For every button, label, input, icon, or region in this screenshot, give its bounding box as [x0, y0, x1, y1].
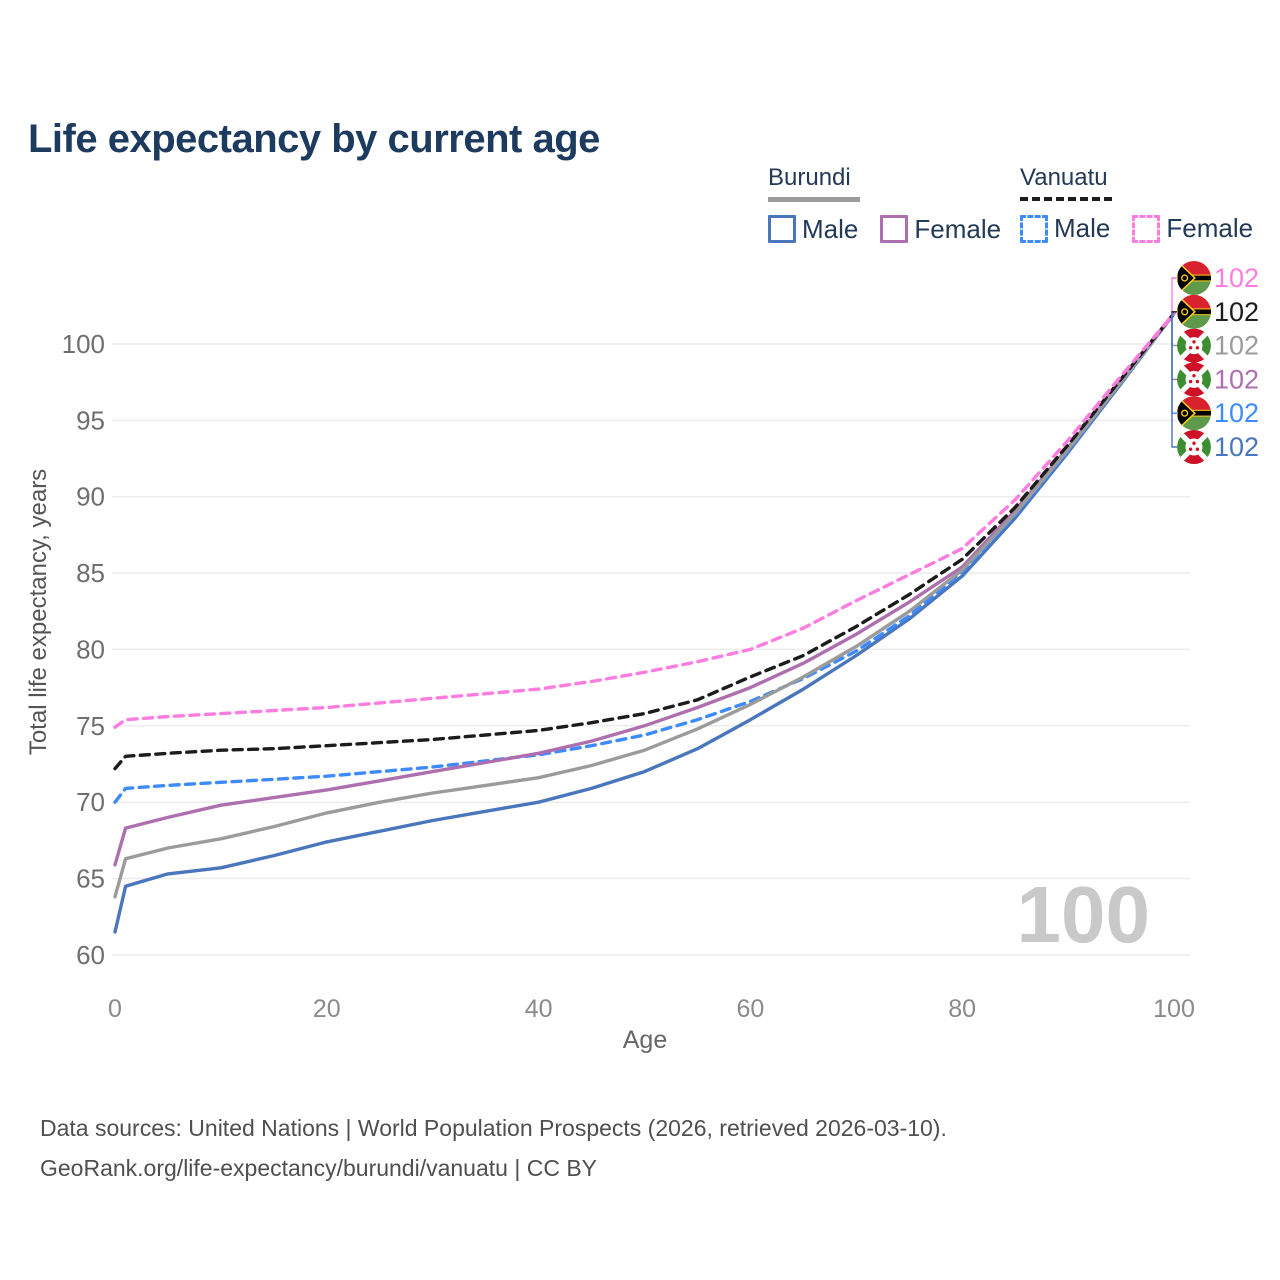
- legend-item-burundi-female[interactable]: Female: [880, 214, 1001, 245]
- legend-item-vanuatu-male[interactable]: Male: [1020, 213, 1110, 244]
- end-value-label-vanuatu-total: 102: [1214, 297, 1259, 327]
- legend-label-burundi-female[interactable]: Female: [914, 213, 1002, 244]
- age-watermark: 100: [1017, 870, 1150, 959]
- label-leader-line: [1171, 277, 1177, 315]
- legend-checkbox-burundi-female[interactable]: [880, 215, 909, 243]
- y-tick-label: 95: [76, 405, 105, 435]
- legend-checkbox-burundi-male[interactable]: [768, 215, 796, 243]
- end-value-label-vanuatu-male: 102: [1214, 398, 1259, 428]
- attribution-text: GeoRank.org/life-expectancy/burundi/vanu…: [40, 1155, 597, 1181]
- vanuatu-flag-icon: [1177, 261, 1211, 295]
- legend-group-vanuatu: Vanuatu Male Female: [1020, 164, 1253, 244]
- end-value-label-burundi-total: 102: [1214, 331, 1259, 361]
- vanuatu-flag-icon: [1177, 396, 1211, 431]
- legend-label-vanuatu-female[interactable]: Female: [1166, 213, 1254, 243]
- series-line-burundi-female[interactable]: [113, 311, 1176, 867]
- x-tick-label: 60: [736, 995, 764, 1023]
- end-value-label-burundi-male: 102: [1214, 432, 1259, 462]
- y-tick-label: 85: [76, 558, 105, 588]
- legend-country-burundi[interactable]: Burundi: [768, 164, 851, 191]
- legend-checkbox-vanuatu-female[interactable]: [1132, 214, 1161, 243]
- legend-item-burundi-male[interactable]: Male: [768, 214, 858, 245]
- legend-country-vanuatu[interactable]: Vanuatu: [1020, 164, 1108, 191]
- legend-item-vanuatu-female[interactable]: Female: [1132, 213, 1253, 244]
- series-line-vanuatu-male[interactable]: [113, 311, 1176, 804]
- legend-label-vanuatu-male[interactable]: Male: [1054, 213, 1111, 243]
- legend-checkbox-vanuatu-male[interactable]: [1020, 214, 1048, 243]
- x-tick-label: 80: [948, 995, 976, 1023]
- legend-underline-burundi: [768, 197, 860, 202]
- label-leader-line: [1171, 312, 1177, 414]
- series-line-vanuatu-female[interactable]: [113, 311, 1176, 729]
- burundi-flag-icon: [1177, 362, 1211, 397]
- series-line-burundi-male[interactable]: [113, 311, 1176, 934]
- label-leader-line: [1171, 312, 1177, 347]
- legend-group-burundi: Burundi Male Female: [768, 164, 1001, 245]
- page-title: Life expectancy by current age: [28, 116, 600, 161]
- x-tick-label: 20: [313, 995, 341, 1023]
- x-axis-title: Age: [623, 1026, 667, 1054]
- series-line-burundi-total[interactable]: [113, 311, 1176, 899]
- end-value-label-vanuatu-female: 102: [1214, 263, 1259, 293]
- burundi-flag-icon: [1177, 328, 1211, 363]
- y-tick-label: 75: [76, 711, 105, 741]
- end-value-label-burundi-female: 102: [1214, 364, 1259, 394]
- label-leader-line: [1171, 312, 1177, 381]
- y-tick-label: 80: [76, 634, 105, 664]
- y-tick-label: 60: [76, 940, 105, 970]
- footer: Data sources: United Nations | World Pop…: [40, 1108, 947, 1188]
- y-tick-label: 70: [76, 787, 105, 817]
- legend-label-burundi-male[interactable]: Male: [802, 213, 859, 244]
- x-tick-label: 40: [525, 995, 553, 1023]
- legend-underline-vanuatu: [1020, 197, 1112, 201]
- series-line-vanuatu-total[interactable]: [113, 311, 1176, 771]
- y-tick-label: 100: [62, 329, 105, 359]
- x-tick-label: 0: [108, 995, 122, 1023]
- x-tick-label: 100: [1153, 995, 1195, 1023]
- data-sources-text: Data sources: United Nations | World Pop…: [40, 1115, 947, 1141]
- label-leader-line: [1171, 312, 1177, 448]
- vanuatu-flag-icon: [1177, 294, 1211, 329]
- y-tick-label: 90: [76, 482, 105, 512]
- burundi-flag-icon: [1177, 430, 1211, 464]
- y-axis-title: Total life expectancy, years: [25, 469, 52, 755]
- y-tick-label: 65: [76, 864, 105, 894]
